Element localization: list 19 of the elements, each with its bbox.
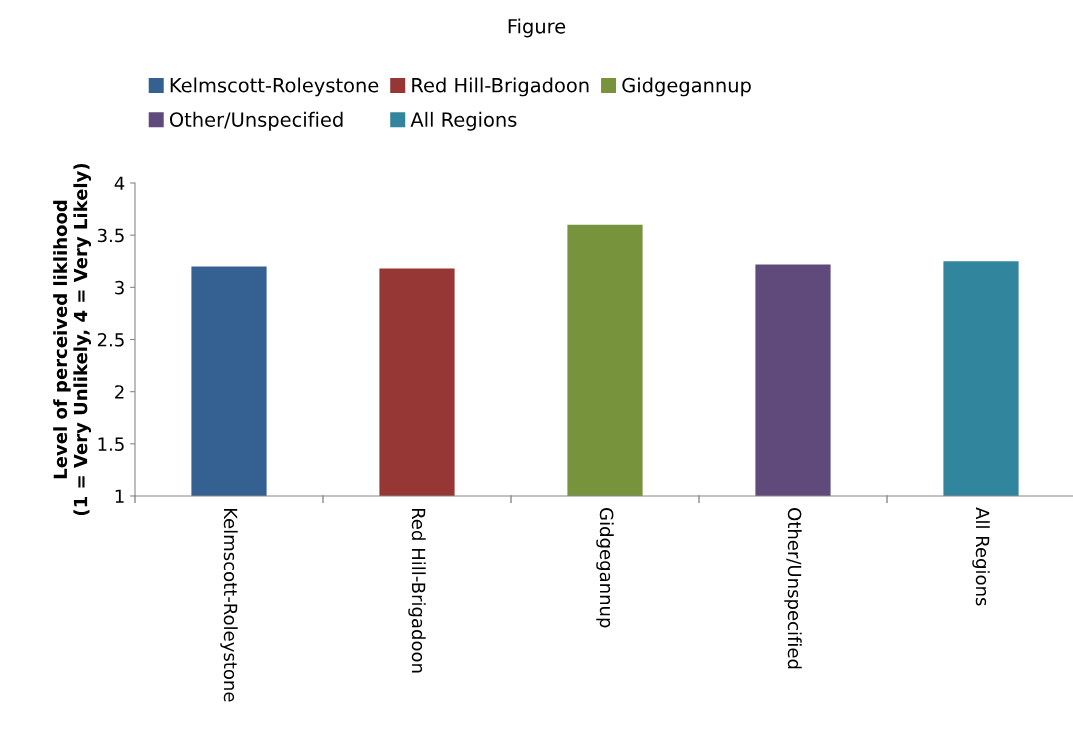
x-tick-label: Gidgegannup bbox=[596, 508, 614, 628]
y-tick-label: 2 bbox=[115, 385, 124, 399]
x-tick-label: All Regions bbox=[972, 507, 990, 606]
y-tick-label: 1 bbox=[115, 489, 124, 503]
legend-label: Kelmscott-Roleystone bbox=[170, 77, 379, 97]
legend-label: All Regions bbox=[410, 111, 517, 131]
y-tick-label: 4 bbox=[114, 176, 125, 190]
y-tick-label: 2.5 bbox=[97, 332, 124, 347]
legend-label: Red Hill-Brigadoon bbox=[412, 77, 589, 97]
y-tick-label: 3.5 bbox=[97, 228, 124, 243]
y-tick-label: 1.5 bbox=[98, 437, 124, 451]
legend-label: Gidgegannup bbox=[622, 77, 751, 97]
chart-title: Figure bbox=[508, 18, 566, 38]
legend-label: Other/Unspecified bbox=[169, 111, 343, 131]
x-tick-label: Other/Unspecified bbox=[784, 508, 802, 669]
y-tick-label: 3 bbox=[115, 280, 124, 295]
y-axis-title: Level of perceived liklihood (1 = Very Unlikely, 4 = Very Likely) bbox=[53, 163, 92, 516]
x-tick-label: Kelmscott-Roleystone bbox=[220, 508, 238, 702]
x-tick-label: Red Hill-Brigadoon bbox=[408, 508, 426, 673]
